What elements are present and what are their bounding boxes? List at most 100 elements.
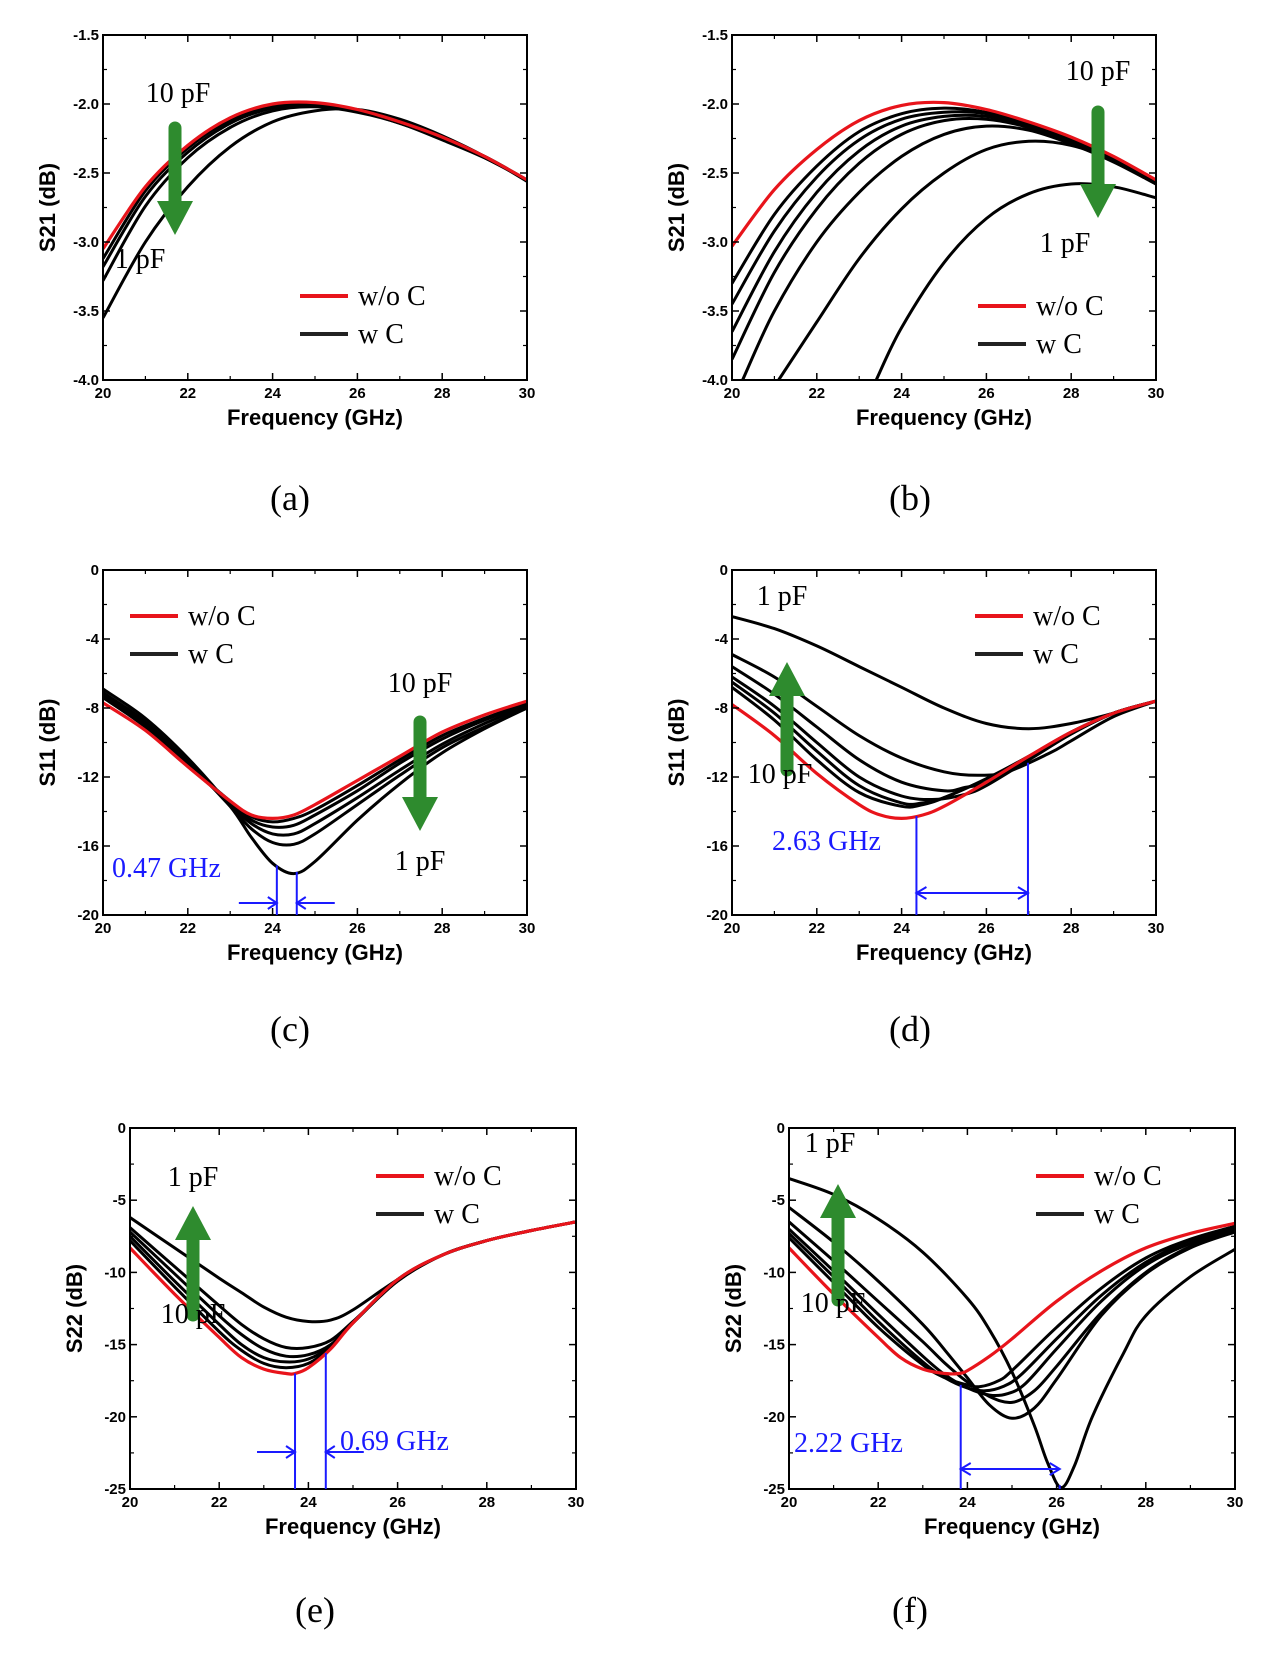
series-line-w-c <box>103 687 527 876</box>
x-tick-label: 22 <box>808 920 825 937</box>
x-tick-label: 24 <box>300 1494 317 1511</box>
legend-label-w-c: w C <box>1036 329 1082 360</box>
x-tick-label: 26 <box>349 385 366 402</box>
y-axis-label: S22 (dB) <box>62 1264 87 1353</box>
x-tick-label: 24 <box>264 920 281 937</box>
series-group <box>732 100 1156 380</box>
bandwidth-label: 2.63 GHz <box>772 826 881 857</box>
trend-arrow-head <box>820 1184 856 1218</box>
y-tick-label: -10 <box>763 1264 785 1281</box>
x-tick-label: 28 <box>478 1494 495 1511</box>
x-tick-label: 20 <box>95 920 112 937</box>
y-tick-label: -12 <box>706 769 728 786</box>
x-tick-label: 28 <box>1137 1494 1154 1511</box>
x-tick-label: 20 <box>781 1494 798 1511</box>
chart-panel-d: 20 22 24 26 28 30 -20 -16 -12 -8 -4 0 Frequency (GHz… <box>664 562 1164 1049</box>
bandwidth-arrowhead <box>323 1445 336 1459</box>
series-group <box>732 615 1156 820</box>
x-tick-label: 30 <box>519 385 536 402</box>
legend-label-w-c: w C <box>1033 639 1079 670</box>
legend-label-w-c: w C <box>188 639 234 670</box>
y-tick-label: -3.5 <box>702 303 728 320</box>
y-axis-label: S21 (dB) <box>664 163 689 252</box>
panel-caption: (e) <box>295 1590 335 1630</box>
series-line-w-c <box>789 1227 1235 1398</box>
x-tick-label: 22 <box>870 1494 887 1511</box>
trend-arrow-head <box>175 1206 211 1240</box>
series-line-w-c <box>874 182 1156 380</box>
series-line-wo-c <box>732 100 1156 248</box>
series-line-wo-c <box>103 699 527 820</box>
x-tick-label: 20 <box>724 385 741 402</box>
series-line-w-c <box>789 1226 1235 1393</box>
x-tick-label: 22 <box>808 385 825 402</box>
x-tick-label: 20 <box>95 385 112 402</box>
y-tick-label: -1.5 <box>73 27 99 44</box>
trend-arrow-head <box>769 662 805 696</box>
x-tick-label: 30 <box>568 1494 585 1511</box>
series-line-w-c <box>103 694 527 829</box>
x-tick-label: 22 <box>211 1494 228 1511</box>
capacitance-annotation: 10 pF <box>1066 56 1131 87</box>
bandwidth-label: 0.69 GHz <box>340 1426 449 1457</box>
y-tick-label: 0 <box>91 562 99 579</box>
x-tick-label: 30 <box>519 920 536 937</box>
y-tick-label: -10 <box>104 1264 126 1281</box>
x-tick-label: 26 <box>349 920 366 937</box>
legend-label-wo-c: w/o C <box>1094 1161 1162 1192</box>
series-line-wo-c <box>732 699 1156 820</box>
series-line-w-c <box>732 615 1156 731</box>
y-tick-label: 0 <box>720 562 728 579</box>
y-tick-label: -3.0 <box>702 234 728 251</box>
series-line-wo-c <box>130 1220 576 1376</box>
y-tick-label: -20 <box>77 907 99 924</box>
legend-label-wo-c: w/o C <box>434 1161 502 1192</box>
capacitance-annotation: 1 pF <box>1040 228 1091 259</box>
x-tick-label: 30 <box>1227 1494 1244 1511</box>
series-line-w-c <box>789 1206 1235 1420</box>
trend-arrow-head <box>1080 184 1116 218</box>
x-tick-label: 28 <box>1063 385 1080 402</box>
y-tick-label: -1.5 <box>702 27 728 44</box>
bandwidth-arrowhead <box>958 1462 972 1476</box>
x-tick-label: 24 <box>264 385 281 402</box>
bandwidth-arrowhead <box>1017 886 1030 900</box>
chart-panel-a: 20 22 24 26 28 30 -4.0 -3.5 -3.0 -2.5 -2.0 -1.5 Freq… <box>35 27 535 518</box>
x-tick-label: 24 <box>959 1494 976 1511</box>
bandwidth-arrowhead <box>1049 1462 1062 1476</box>
y-tick-label: -2.5 <box>73 165 99 182</box>
y-tick-label: -25 <box>763 1481 785 1498</box>
capacitance-annotation: 1 pF <box>757 581 808 612</box>
legend-label-w-c: w C <box>434 1199 480 1230</box>
y-tick-label: -16 <box>77 838 99 855</box>
x-tick-label: 24 <box>893 920 910 937</box>
x-tick-label: 26 <box>978 920 995 937</box>
y-tick-label: -20 <box>706 907 728 924</box>
y-tick-label: -8 <box>715 700 728 717</box>
x-tick-label: 28 <box>1063 920 1080 937</box>
y-tick-label: -15 <box>763 1337 785 1354</box>
x-tick-label: 22 <box>179 385 196 402</box>
y-tick-label: -5 <box>113 1192 126 1209</box>
y-tick-label: -12 <box>77 769 99 786</box>
series-line-w-c <box>789 1177 1235 1489</box>
capacitance-annotation: 1 pF <box>168 1162 219 1193</box>
series-group <box>789 1177 1235 1489</box>
x-tick-label: 20 <box>724 920 741 937</box>
capacitance-annotation: 10 pF <box>801 1288 866 1319</box>
y-tick-label: -4.0 <box>73 372 99 389</box>
y-tick-label: -8 <box>86 700 99 717</box>
chart-panel-c: 20 22 24 26 28 30 -20 -16 -12 -8 -4 0 Frequency (GHz… <box>35 562 535 1049</box>
legend-label-wo-c: w/o C <box>1036 291 1104 322</box>
x-axis-label: Frequency (GHz) <box>924 1514 1100 1539</box>
y-tick-label: -4 <box>715 631 729 648</box>
y-axis-label: S21 (dB) <box>35 163 60 252</box>
capacitance-annotation: 1 pF <box>805 1128 856 1159</box>
panel-caption: (c) <box>270 1009 310 1049</box>
y-tick-label: -4 <box>86 631 100 648</box>
series-group <box>130 1216 576 1376</box>
x-tick-label: 30 <box>1148 920 1165 937</box>
panel-caption: (d) <box>889 1009 931 1049</box>
y-tick-label: -16 <box>706 838 728 855</box>
trend-arrow-head <box>157 201 193 235</box>
